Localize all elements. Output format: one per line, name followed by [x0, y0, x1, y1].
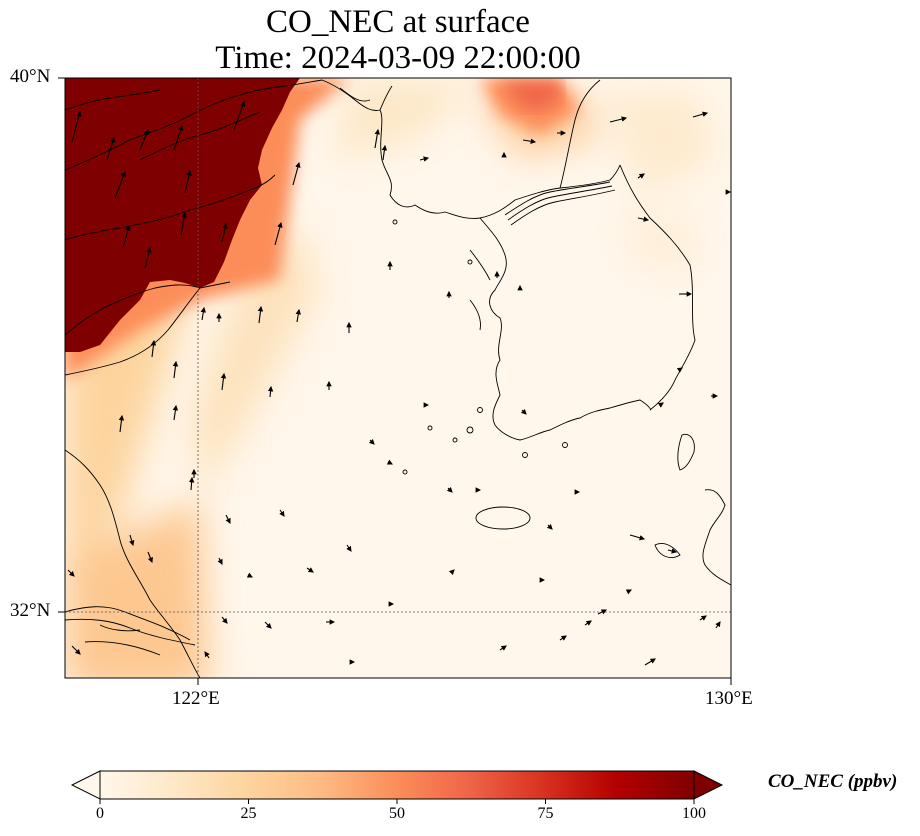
wind-arrow — [172, 404, 179, 421]
wind-arrow — [139, 128, 149, 151]
wind-arrow — [71, 645, 81, 655]
wind-arrow — [233, 100, 246, 131]
wind-arrow — [221, 616, 228, 624]
wind-arrow — [597, 609, 607, 615]
jeju-island — [475, 506, 531, 530]
gridlines — [65, 78, 731, 678]
wind-arrow — [657, 402, 664, 408]
wind-arrow — [448, 569, 455, 576]
wind-arrow — [71, 110, 82, 143]
wind-arrow — [499, 645, 507, 651]
wind-arrow — [637, 173, 645, 179]
coastlines — [65, 79, 731, 678]
wind-arrow — [625, 589, 632, 595]
colorbar-tick-75: 75 — [537, 805, 554, 822]
wind-arrow — [306, 567, 314, 573]
concentration-field — [65, 78, 731, 678]
wind-arrow — [217, 557, 223, 565]
wind-arrow — [559, 635, 567, 641]
wind-arrow — [173, 124, 184, 151]
lon-tick-122e: 122°E — [172, 688, 220, 709]
wind-arrow — [184, 169, 192, 194]
wind-arrow — [292, 161, 301, 186]
wind-arrow — [188, 476, 195, 491]
wind-arrow — [546, 523, 553, 530]
wind-arrow — [676, 367, 683, 373]
colorbar-tick-100: 100 — [682, 805, 706, 822]
lat-tick-32n: 32°N — [10, 600, 51, 621]
colorbar-tick-50: 50 — [389, 805, 405, 822]
wind-arrow — [609, 116, 628, 123]
wind-arrow — [257, 305, 264, 324]
wind-arrow — [267, 385, 274, 398]
lat-tick-40n: 40°N — [10, 66, 51, 87]
wind-arrow — [446, 486, 453, 493]
colorbar — [70, 770, 724, 804]
wind-arrow — [629, 534, 646, 541]
wind-arrow — [204, 651, 210, 659]
wind-arrow — [264, 621, 272, 629]
wind-arrow — [368, 438, 375, 445]
wind-arrow — [122, 224, 131, 249]
wind-arrow — [118, 414, 125, 433]
wind-arrow — [225, 514, 231, 524]
wind-vectors — [67, 100, 732, 666]
lon-tick-130e: 130°E — [705, 688, 753, 709]
wind-arrow — [279, 509, 285, 517]
wind-arrow — [520, 408, 527, 415]
wind-arrow — [637, 216, 650, 222]
map-frame — [64, 77, 732, 679]
wind-arrow — [644, 658, 656, 666]
map-title-line1: CO_NEC at surface — [266, 4, 530, 40]
wind-arrow — [180, 211, 187, 236]
wind-arrow — [172, 360, 179, 379]
colorbar-label: CO_NEC (ppbv) — [768, 771, 898, 792]
wind-arrow — [106, 136, 116, 161]
wind-arrow — [114, 170, 126, 199]
wind-arrow — [67, 569, 75, 577]
wind-arrow — [386, 459, 393, 465]
wind-arrow — [715, 621, 721, 629]
wind-arrow — [667, 548, 678, 554]
wind-arrow — [246, 572, 253, 578]
wind-arrow — [274, 221, 283, 246]
wind-arrow — [220, 372, 227, 391]
wind-arrow — [381, 144, 388, 161]
wind-arrow — [522, 138, 537, 144]
wind-arrow — [147, 551, 153, 564]
wind-arrow — [346, 544, 352, 552]
wind-arrow — [200, 306, 206, 321]
wind-arrow — [295, 308, 301, 323]
colorbar-tick-0: 0 — [96, 805, 104, 822]
colorbar-tick-25: 25 — [240, 805, 257, 822]
wind-arrow — [144, 246, 152, 269]
wind-arrow — [129, 534, 135, 547]
wind-arrow — [692, 111, 709, 118]
wind-arrow — [699, 615, 707, 621]
map-title-line2: Time: 2024-03-09 22:00:00 — [215, 40, 581, 76]
wind-arrow — [374, 128, 380, 149]
wind-arrow — [150, 339, 157, 358]
wind-arrow — [419, 156, 430, 162]
wind-arrow — [584, 620, 592, 626]
wind-arrow — [221, 222, 228, 243]
